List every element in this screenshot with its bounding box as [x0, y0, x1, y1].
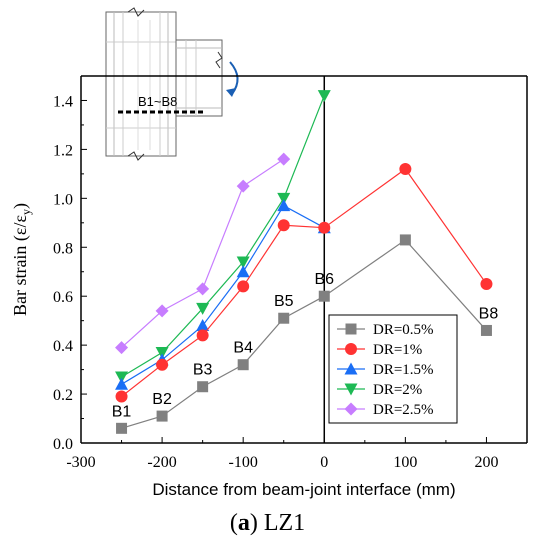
inset-label: B1~B8 — [138, 94, 177, 109]
data-point — [399, 234, 411, 246]
legend-label: DR=1.5% — [373, 362, 434, 378]
y-tick-label: 0.8 — [53, 240, 73, 257]
series-line — [121, 239, 487, 429]
legend-label: DR=0.5% — [373, 322, 434, 338]
y-tick-label: 0.4 — [53, 338, 73, 355]
point-label: B3 — [193, 362, 213, 379]
legend-label: DR=1% — [373, 342, 422, 358]
y-tick-label: 0.0 — [53, 436, 73, 453]
data-point — [115, 341, 129, 355]
data-point — [156, 358, 169, 371]
data-point — [237, 359, 249, 371]
x-tick-label: 100 — [393, 454, 417, 471]
legend-marker — [345, 323, 357, 335]
legend-label: DR=2.5% — [373, 402, 434, 418]
x-tick-label: 0 — [320, 454, 328, 471]
data-point — [196, 319, 210, 332]
data-point — [196, 302, 210, 315]
data-point — [277, 192, 291, 205]
strain-chart: B1~B8 -300 -200 -100 0 100 200 0.0 0.2 0.4 0.6 0.8… — [10, 7, 528, 499]
point-label: B4 — [233, 340, 253, 357]
y-tick-label: 1.2 — [53, 142, 73, 159]
y-tick-label: 0.6 — [53, 289, 73, 306]
data-point — [480, 324, 492, 336]
caption-suffix: ) LZ1 — [249, 510, 306, 536]
data-point — [277, 199, 291, 212]
legend-marker — [344, 402, 358, 416]
y-tick-label: 1.4 — [53, 93, 73, 110]
data-point — [115, 377, 129, 390]
data-point — [480, 277, 493, 290]
legend-label: DR=2% — [373, 382, 422, 398]
data-point — [318, 290, 330, 302]
data-point — [116, 422, 128, 434]
data-point — [115, 371, 129, 384]
data-point — [196, 282, 210, 296]
point-label: B5 — [274, 293, 294, 310]
data-point — [197, 381, 209, 393]
y-axis-label: Bar strain (ε/εy) — [10, 203, 33, 316]
data-point — [196, 329, 209, 342]
series-line — [121, 95, 325, 378]
legend-marker — [344, 362, 358, 375]
data-point — [155, 346, 169, 359]
data-point — [318, 221, 331, 234]
x-tick-label: -200 — [147, 454, 176, 471]
y-tick-label: 1.0 — [53, 191, 73, 208]
column-drawing — [105, 7, 223, 161]
inset-schematic: B1~B8 — [96, 7, 239, 161]
point-label: B2 — [152, 391, 172, 408]
series-line — [121, 168, 487, 397]
x-tick-label: -300 — [66, 454, 95, 471]
data-point — [399, 162, 412, 175]
point-label: B1 — [112, 403, 132, 420]
series-line — [121, 204, 325, 385]
data-point — [236, 179, 250, 193]
data-point — [277, 219, 290, 232]
rotation-arrowhead-icon — [226, 88, 236, 97]
data-point — [237, 280, 250, 293]
caption-letter: a — [237, 510, 250, 536]
x-tick-label: -100 — [229, 454, 258, 471]
x-tick-label: 200 — [474, 454, 498, 471]
data-point — [278, 312, 290, 324]
data-point — [156, 410, 168, 422]
data-point — [155, 304, 169, 318]
data-point — [277, 152, 291, 166]
point-label: B8 — [479, 305, 499, 322]
figure-caption: (a) LZ1 — [0, 510, 535, 537]
inset-background — [96, 8, 228, 160]
data-point — [317, 90, 331, 103]
x-axis-label: Distance from beam-joint interface (mm) — [152, 480, 455, 499]
data-point — [115, 390, 128, 403]
data-point — [236, 256, 250, 269]
point-label: B6 — [314, 271, 334, 288]
legend-marker — [344, 383, 358, 396]
legend-marker — [345, 343, 357, 355]
data-point — [236, 265, 250, 278]
caption-prefix: ( — [229, 510, 238, 536]
y-tick-label: 0.2 — [53, 387, 73, 404]
